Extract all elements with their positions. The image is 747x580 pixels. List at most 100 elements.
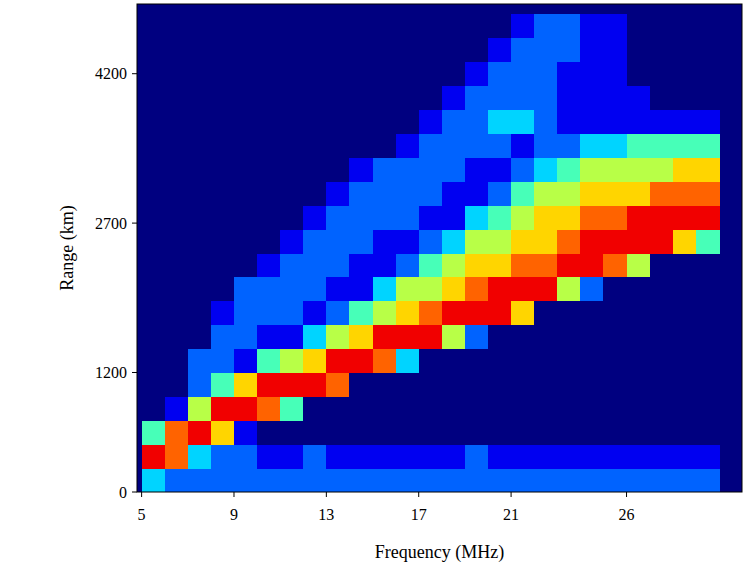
- heat-cell: [673, 229, 697, 254]
- heat-cell: [396, 396, 420, 421]
- heat-cell: [165, 229, 189, 254]
- heat-cell: [465, 349, 489, 374]
- x-tick: [326, 492, 327, 497]
- heat-cell: [534, 157, 558, 182]
- heat-cell: [673, 372, 697, 397]
- heat-cell: [673, 110, 697, 135]
- heat-cell: [488, 349, 512, 374]
- heat-cell: [326, 468, 350, 492]
- heat-cell: [442, 38, 466, 63]
- heat-cell: [142, 181, 166, 206]
- heat-cell: [396, 468, 420, 492]
- heat-cell: [349, 62, 373, 87]
- heat-cell: [326, 38, 350, 63]
- heat-cell: [511, 325, 535, 350]
- heat-cell: [442, 420, 466, 445]
- heat-cell: [627, 38, 651, 63]
- heat-cell: [419, 133, 443, 158]
- heat-cell: [142, 62, 166, 87]
- heat-cell: [142, 277, 166, 302]
- heat-cell: [326, 181, 350, 206]
- heat-cell: [557, 86, 581, 111]
- heat-cell: [257, 229, 281, 254]
- heat-cell: [419, 325, 443, 350]
- heat-cell: [557, 229, 581, 254]
- heat-cell: [603, 229, 627, 254]
- heat-cell: [603, 301, 627, 326]
- heat-cell: [142, 372, 166, 397]
- heat-cell: [534, 349, 558, 374]
- heat-cell: [442, 62, 466, 87]
- heat-cell: [188, 420, 212, 445]
- y-tick: [132, 372, 137, 373]
- heat-cell: [442, 229, 466, 254]
- heat-cell: [580, 86, 604, 111]
- heat-cell: [603, 349, 627, 374]
- heat-cell: [326, 133, 350, 158]
- heat-cell: [396, 372, 420, 397]
- heat-cell: [326, 229, 350, 254]
- heat-cell: [696, 133, 720, 158]
- heat-cell: [580, 420, 604, 445]
- heat-cell: [627, 253, 651, 278]
- heat-cell: [488, 444, 512, 469]
- heat-cell: [511, 420, 535, 445]
- heat-cell: [142, 420, 166, 445]
- heat-cell: [211, 277, 235, 302]
- heat-cell: [465, 205, 489, 230]
- heat-cell: [142, 253, 166, 278]
- heat-cell: [534, 420, 558, 445]
- heat-cell: [234, 253, 258, 278]
- heat-cell: [603, 277, 627, 302]
- heat-cell: [349, 86, 373, 111]
- heat-cell: [142, 133, 166, 158]
- heat-cell: [165, 62, 189, 87]
- heat-cell: [280, 86, 304, 111]
- heat-cell: [326, 253, 350, 278]
- heat-cell: [488, 181, 512, 206]
- heat-cell: [696, 253, 720, 278]
- heat-cell: [442, 372, 466, 397]
- heat-cell: [534, 14, 558, 39]
- heat-cell: [165, 325, 189, 350]
- heat-cell: [419, 420, 443, 445]
- heat-cell: [373, 157, 397, 182]
- heat-cell: [211, 420, 235, 445]
- heat-cell: [373, 62, 397, 87]
- heat-cell: [280, 38, 304, 63]
- heat-cell: [580, 205, 604, 230]
- heat-cell: [650, 38, 674, 63]
- heat-cell: [211, 110, 235, 135]
- heat-cell: [211, 229, 235, 254]
- heat-cell: [673, 205, 697, 230]
- heat-cell: [696, 110, 720, 135]
- heat-cell: [373, 468, 397, 492]
- heat-cell: [165, 38, 189, 63]
- heat-cell: [603, 396, 627, 421]
- x-tick: [233, 492, 234, 497]
- heat-cell: [165, 277, 189, 302]
- heat-cell: [349, 277, 373, 302]
- heat-cell: [603, 62, 627, 87]
- heat-cell: [465, 420, 489, 445]
- heat-cell: [280, 396, 304, 421]
- heat-cell: [557, 62, 581, 87]
- heat-cell: [142, 349, 166, 374]
- heat-cell: [557, 157, 581, 182]
- heat-cell: [511, 444, 535, 469]
- heat-cell: [488, 14, 512, 39]
- heat-cell: [326, 110, 350, 135]
- heat-cell: [465, 133, 489, 158]
- heat-cell: [349, 110, 373, 135]
- heat-cell: [442, 444, 466, 469]
- heat-cell: [534, 444, 558, 469]
- heat-cell: [349, 253, 373, 278]
- heat-cell: [303, 349, 327, 374]
- heat-cell: [188, 444, 212, 469]
- heat-cell: [234, 62, 258, 87]
- heat-cell: [142, 38, 166, 63]
- heat-cell: [603, 133, 627, 158]
- heat-cell: [627, 277, 651, 302]
- heat-cell: [442, 396, 466, 421]
- heat-cell: [280, 372, 304, 397]
